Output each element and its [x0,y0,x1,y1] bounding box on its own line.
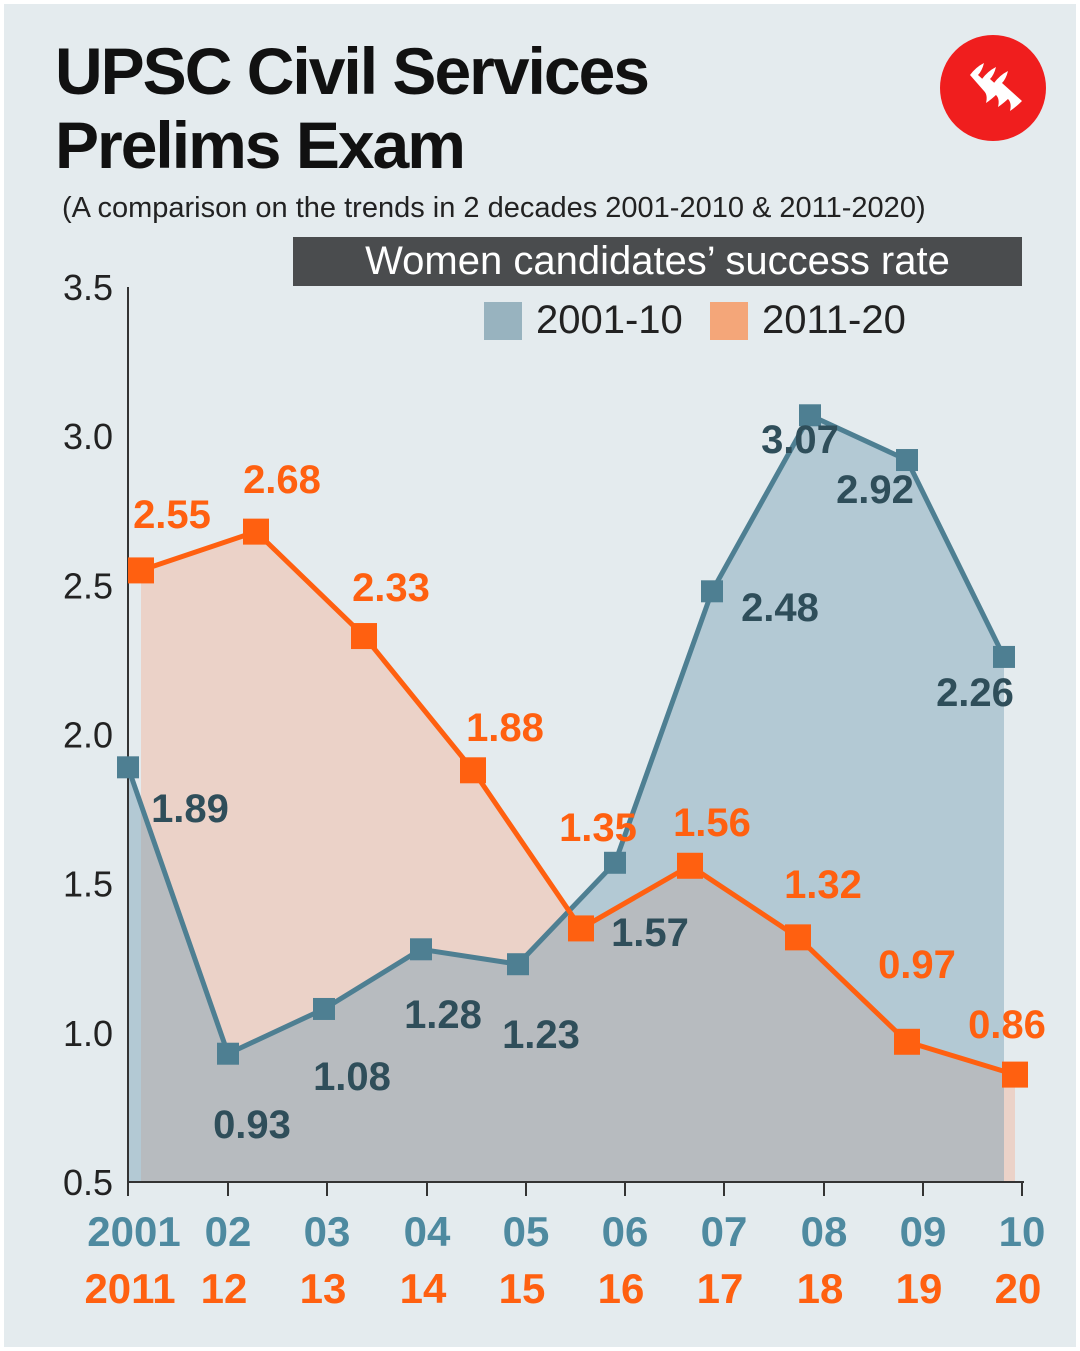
data-label-2001-10: 1.23 [502,1013,580,1057]
area-series-2011-20 [141,531,1015,1182]
legend-label: 2001-10 [536,298,683,342]
x-tick-label-2011-20: 12 [201,1265,248,1312]
marker-2001-10 [701,580,723,603]
chart-title: UPSC Civil Services Prelims Exam [55,34,650,182]
marker-2011-20 [460,757,486,784]
data-label-2011-20: 1.56 [673,801,751,845]
x-tick-label-2001-10: 07 [701,1208,748,1255]
area-series-2001-10 [128,415,1004,1182]
data-label-2001-10: 0.93 [213,1103,291,1147]
x-tick-label-2011-20: 20 [995,1265,1042,1312]
data-label-2001-10: 2.92 [836,468,914,512]
y-tick-label: 0.5 [63,1162,113,1203]
marker-2001-10 [799,404,821,427]
x-tick-label-2001-10: 05 [503,1208,550,1255]
data-label-2011-20: 2.55 [133,493,211,537]
x-tick-label-2011-20: 16 [598,1265,645,1312]
chart-banner: Women candidates’ success rate [293,237,1022,286]
x-tick-label-2001-10: 06 [602,1208,649,1255]
y-tick-label: 2.0 [63,715,113,756]
x-tick-label-2001-10: 10 [999,1208,1046,1255]
y-tick-label: 3.5 [63,267,113,308]
data-label-2011-20: 0.97 [878,943,956,987]
legend-label: 2011-20 [762,298,906,342]
marker-2011-20 [568,915,594,942]
line-series-2001-10 [125,412,1007,1057]
x-tick-label-2011-20: 2011 [84,1265,175,1312]
data-label-2001-10: 1.89 [151,787,229,831]
data-label-2011-20: 1.32 [784,863,862,907]
title-line-1: UPSC Civil Services [55,34,650,108]
data-label-2011-20: 2.68 [243,458,321,502]
legend-item-2001-10: 2001-10 [484,298,683,343]
x-tick-label-2001-10: 03 [304,1208,351,1255]
legend-swatch-orange [710,301,748,340]
title-line-2: Prelims Exam [55,108,466,182]
indian-express-logo-icon [940,35,1046,141]
x-tick-label-2001-10: 2001 [87,1208,180,1255]
x-tick-label-2001-10: 02 [205,1208,252,1255]
x-tick-label-2011-20: 13 [300,1265,347,1312]
marker-2011-20 [128,557,154,584]
legend-item-2011-20: 2011-20 [710,298,906,343]
x-tick-label-2011-20: 19 [896,1265,943,1312]
x-tick-label-2001-10: 09 [900,1208,947,1255]
x-tick-label-2001-10: 04 [404,1208,451,1255]
data-label-2001-10: 1.28 [404,993,482,1037]
data-label-2001-10: 2.48 [741,586,819,630]
marker-2011-20 [1002,1061,1028,1088]
marker-2011-20 [351,623,377,650]
x-tick-label-2011-20: 15 [499,1265,546,1312]
marker-2011-20 [677,852,703,879]
data-label-2001-10: 2.26 [936,671,1014,715]
marker-2011-20 [243,518,269,545]
legend-swatch-blue [484,301,522,340]
data-label-2011-20: 0.86 [968,1003,1046,1047]
marker-2001-10 [896,449,918,472]
x-tick-label-2001-10: 08 [801,1208,848,1255]
y-tick-label: 3.0 [63,416,113,457]
data-label-2011-20: 1.88 [466,706,544,750]
marker-2011-20 [894,1028,920,1055]
data-label-2001-10: 1.08 [313,1055,391,1099]
data-label-2011-20: 1.35 [559,806,637,850]
marker-2001-10 [313,997,335,1020]
marker-2001-10 [217,1042,239,1065]
subtitle: (A comparison on the trends in 2 decades… [62,192,926,224]
x-tick-label-2011-20: 14 [400,1265,447,1312]
y-tick-label: 2.5 [63,565,113,606]
data-label-2001-10: 3.07 [761,418,839,462]
marker-2001-10 [604,851,626,874]
data-label-2011-20: 2.33 [352,566,430,610]
marker-2001-10 [117,756,139,779]
marker-2001-10 [507,953,529,976]
y-tick-label: 1.5 [63,864,113,905]
marker-2011-20 [785,924,811,951]
marker-2001-10 [993,645,1015,668]
data-label-2001-10: 1.57 [611,911,689,955]
x-tick-label-2011-20: 18 [797,1265,844,1312]
marker-2001-10 [410,938,432,961]
x-tick-label-2011-20: 17 [697,1265,744,1312]
y-tick-label: 1.0 [63,1013,113,1054]
